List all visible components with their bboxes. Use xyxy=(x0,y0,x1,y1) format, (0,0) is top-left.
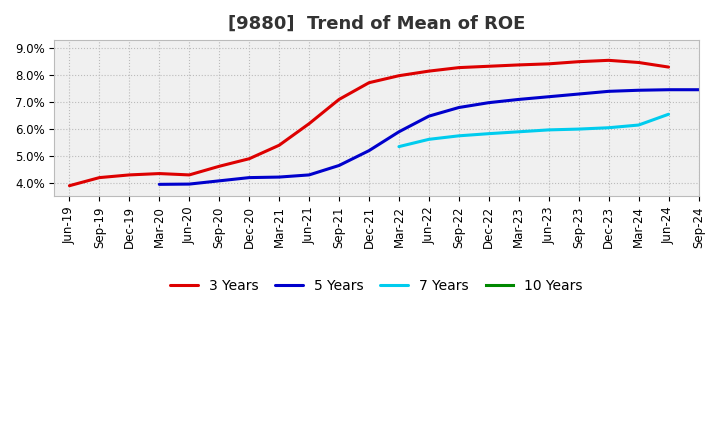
5 Years xyxy=(604,89,613,94)
7 Years xyxy=(604,125,613,130)
7 Years xyxy=(425,137,433,142)
3 Years xyxy=(634,60,643,65)
3 Years xyxy=(485,64,493,69)
3 Years xyxy=(155,171,163,176)
3 Years xyxy=(275,143,284,148)
3 Years xyxy=(245,156,253,161)
5 Years xyxy=(395,129,403,134)
Line: 3 Years: 3 Years xyxy=(69,60,669,186)
3 Years xyxy=(544,61,553,66)
5 Years xyxy=(305,172,313,178)
3 Years xyxy=(665,64,673,70)
7 Years xyxy=(544,127,553,132)
3 Years xyxy=(95,175,104,180)
3 Years xyxy=(425,69,433,74)
5 Years xyxy=(155,182,163,187)
5 Years xyxy=(634,88,643,93)
3 Years xyxy=(575,59,583,64)
3 Years xyxy=(125,172,134,178)
7 Years xyxy=(634,122,643,128)
5 Years xyxy=(275,174,284,180)
3 Years xyxy=(335,97,343,102)
5 Years xyxy=(544,94,553,99)
Title: [9880]  Trend of Mean of ROE: [9880] Trend of Mean of ROE xyxy=(228,15,525,33)
3 Years xyxy=(454,65,463,70)
5 Years xyxy=(215,178,223,183)
7 Years xyxy=(665,112,673,117)
7 Years xyxy=(575,126,583,132)
3 Years xyxy=(65,183,73,188)
3 Years xyxy=(515,62,523,68)
3 Years xyxy=(185,172,194,178)
Line: 7 Years: 7 Years xyxy=(399,114,669,147)
5 Years xyxy=(485,100,493,105)
5 Years xyxy=(515,97,523,102)
5 Years xyxy=(665,87,673,92)
3 Years xyxy=(364,80,373,85)
3 Years xyxy=(395,73,403,78)
5 Years xyxy=(185,181,194,187)
7 Years xyxy=(395,144,403,149)
5 Years xyxy=(245,175,253,180)
7 Years xyxy=(485,131,493,136)
5 Years xyxy=(335,163,343,168)
5 Years xyxy=(425,114,433,119)
3 Years xyxy=(215,164,223,169)
Line: 5 Years: 5 Years xyxy=(159,90,720,184)
5 Years xyxy=(575,92,583,97)
7 Years xyxy=(515,129,523,134)
3 Years xyxy=(604,58,613,63)
3 Years xyxy=(305,121,313,126)
5 Years xyxy=(364,148,373,153)
5 Years xyxy=(694,87,703,92)
7 Years xyxy=(454,133,463,139)
5 Years xyxy=(454,105,463,110)
Legend: 3 Years, 5 Years, 7 Years, 10 Years: 3 Years, 5 Years, 7 Years, 10 Years xyxy=(164,274,588,299)
